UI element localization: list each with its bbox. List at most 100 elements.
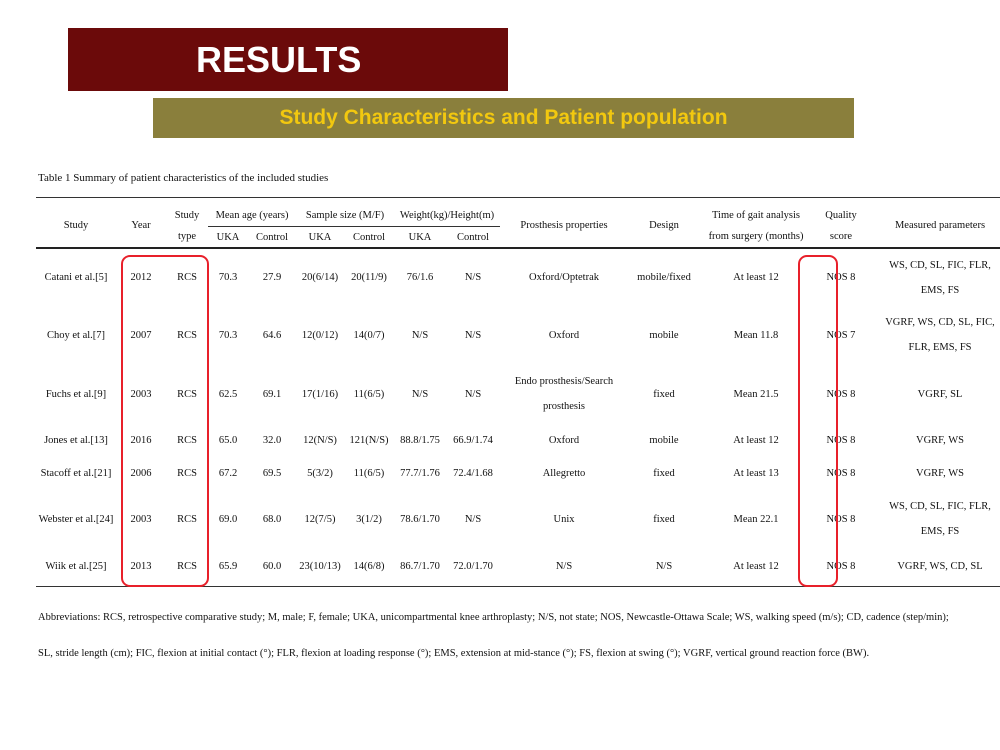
table-row: Stacoff et al.[21] 2006 RCS 67.2 69.5 5(3/2) 1… [36, 456, 1000, 490]
cell-age-control: 68.0 [262, 513, 282, 525]
cell-quality: NOS 8 [826, 467, 856, 479]
cell-year: 2012 [130, 272, 152, 283]
header-sample-size: Sample size (M/F) [296, 197, 394, 227]
table-row: Wiik et al.[25] 2013 RCS 65.9 60.0 23(10/13) 1… [36, 548, 1000, 587]
cell-prosthesis: Unix [553, 513, 575, 525]
cell-size-control: 121(N/S) [349, 434, 389, 446]
cell-age-control: 69.5 [262, 467, 282, 479]
cell-prosthesis: Endo prosthesis/Search prosthesis [500, 364, 628, 424]
cell-design: fixed [653, 388, 675, 400]
header-age-uka: UKA [216, 231, 240, 243]
cell-size-control: 11(6/5) [353, 388, 385, 400]
cell-size-control: 14(6/8) [344, 548, 394, 587]
cell-line: WS, CD, SL, FIC, FLR, [889, 259, 991, 271]
cell-age-uka: 65.0 [218, 434, 238, 446]
cell-size-uka: 5(3/2) [307, 467, 333, 479]
cell-wh-control: N/S [464, 388, 482, 400]
cell-size-uka: 23(10/13) [296, 548, 344, 587]
cell-measured: WS, CD, SL, FIC, FLR, EMS, FS [870, 490, 1000, 548]
table-caption: Table 1 Summary of patient characteristi… [38, 172, 329, 184]
cell-line: VGRF, SL [917, 388, 963, 400]
cell-size-control: 11(6/5) [353, 467, 385, 479]
header-design: Design [649, 220, 679, 231]
cell-wh-uka: 88.8/1.75 [400, 434, 440, 446]
cell-line: VGRF, WS [916, 467, 964, 479]
cell-year: 2006 [130, 467, 152, 479]
cell-study: Wiik et al.[25] [36, 548, 116, 587]
cell-year: 2016 [130, 434, 152, 446]
cell-age-control: 60.0 [248, 548, 296, 587]
cell-quality: NOS 8 [826, 388, 856, 400]
cell-prosthesis: Allegretto [542, 467, 586, 479]
header-wh-uka: UKA [408, 231, 432, 243]
cell-prosthesis: Oxford [548, 434, 580, 446]
cell-year: 2003 [130, 513, 152, 525]
cell-size-uka: 12(N/S) [303, 434, 337, 446]
cell-wh-uka: 78.6/1.70 [400, 513, 440, 525]
cell-line: VGRF, WS, CD, SL [897, 561, 983, 573]
cell-type: RCS [177, 329, 197, 341]
header-prosthesis: Prosthesis properties [520, 220, 608, 231]
cell-study: Jones et al.[13] [44, 434, 108, 446]
cell-quality: NOS 8 [812, 548, 870, 587]
header-study-type-line2: type [177, 231, 197, 243]
cell-prosthesis: N/S [500, 548, 628, 587]
cell-type: RCS [177, 388, 197, 400]
cell-measured: WS, CD, SL, FIC, FLR, EMS, FS [870, 248, 1000, 306]
cell-time: Mean 11.8 [733, 329, 779, 341]
cell-quality: NOS 8 [826, 513, 856, 525]
cell-line: VGRF, WS, CD, SL, FIC, [885, 317, 995, 328]
cell-design: fixed [653, 467, 675, 479]
header-study: Study [63, 220, 89, 231]
cell-age-control: 32.0 [262, 434, 282, 446]
header-wh-control: Control [456, 231, 490, 243]
header-time-gait-line1: Time of gait analysis [712, 209, 800, 221]
cell-age-uka: 70.3 [218, 272, 238, 283]
cell-wh-control: N/S [464, 513, 482, 525]
cell-age-uka: 65.9 [208, 548, 248, 587]
cell-line: Endo prosthesis/Search [514, 376, 614, 387]
header-quality-line1: Quality [825, 209, 857, 221]
table-row: Jones et al.[13] 2016 RCS 65.0 32.0 12(N/S) 12… [36, 424, 1000, 456]
cell-prosthesis: Oxford [548, 329, 580, 341]
cell-line: WS, CD, SL, FIC, FLR, [889, 501, 991, 512]
cell-age-uka: 67.2 [218, 467, 238, 479]
cell-wh-control: 66.9/1.74 [453, 434, 493, 446]
cell-wh-uka: 77.7/1.76 [400, 467, 440, 479]
cell-line: prosthesis [543, 401, 585, 412]
cell-size-control: 3(1/2) [356, 513, 382, 525]
table-row: Choy et al.[7] 2007 RCS 70.3 64.6 12(0/12) 14(… [36, 306, 1000, 364]
cell-line: FLR, EMS, FS [908, 342, 972, 353]
cell-size-control: 20(11/9) [351, 272, 387, 283]
cell-age-uka: 62.5 [218, 388, 238, 400]
cell-time: At least 13 [733, 467, 779, 479]
cell-wh-control: 72.0/1.70 [446, 548, 500, 587]
cell-size-control: 14(0/7) [353, 329, 385, 341]
cell-design: mobile [649, 329, 679, 341]
cell-size-uka: 17(1/16) [301, 388, 339, 400]
cell-time: At least 12 [733, 272, 779, 283]
cell-size-uka: 12(0/12) [301, 329, 339, 341]
cell-type: RCS [177, 513, 197, 525]
abbreviations-note: Abbreviations: RCS, retrospective compar… [38, 612, 949, 659]
header-year: Year [131, 220, 151, 231]
cell-line: VGRF, WS [916, 434, 964, 446]
header-time-gait-line2: from surgery (months) [708, 231, 804, 243]
cell-size-uka: 20(6/14) [301, 272, 339, 283]
cell-wh-control: N/S [464, 272, 482, 283]
cell-quality: NOS 8 [826, 272, 856, 283]
cell-measured: VGRF, WS [870, 424, 1000, 456]
cell-age-control: 64.6 [262, 329, 282, 341]
summary-table: Study Year Study Mean age (years) Sample… [36, 197, 1000, 587]
cell-type: RCS [177, 434, 197, 446]
quality-score-highlight [798, 255, 838, 587]
header-mean-age: Mean age (years) [208, 197, 296, 227]
table-row: Catani et al.[5] 2012 RCS 70.3 27.9 20(6/14) 2… [36, 248, 1000, 306]
table-row: Webster et al.[24] 2003 RCS 69.0 68.0 12(7/5)… [36, 490, 1000, 548]
header-weight-height: Weight(kg)/Height(m) [394, 197, 500, 227]
section-subtitle: Study Characteristics and Patient popula… [153, 98, 854, 138]
header-quality-line2: score [829, 231, 853, 243]
cell-quality: NOS 8 [826, 434, 856, 446]
cell-quality: NOS 7 [826, 329, 856, 341]
cell-prosthesis: Oxford/Optetrak [529, 272, 599, 283]
